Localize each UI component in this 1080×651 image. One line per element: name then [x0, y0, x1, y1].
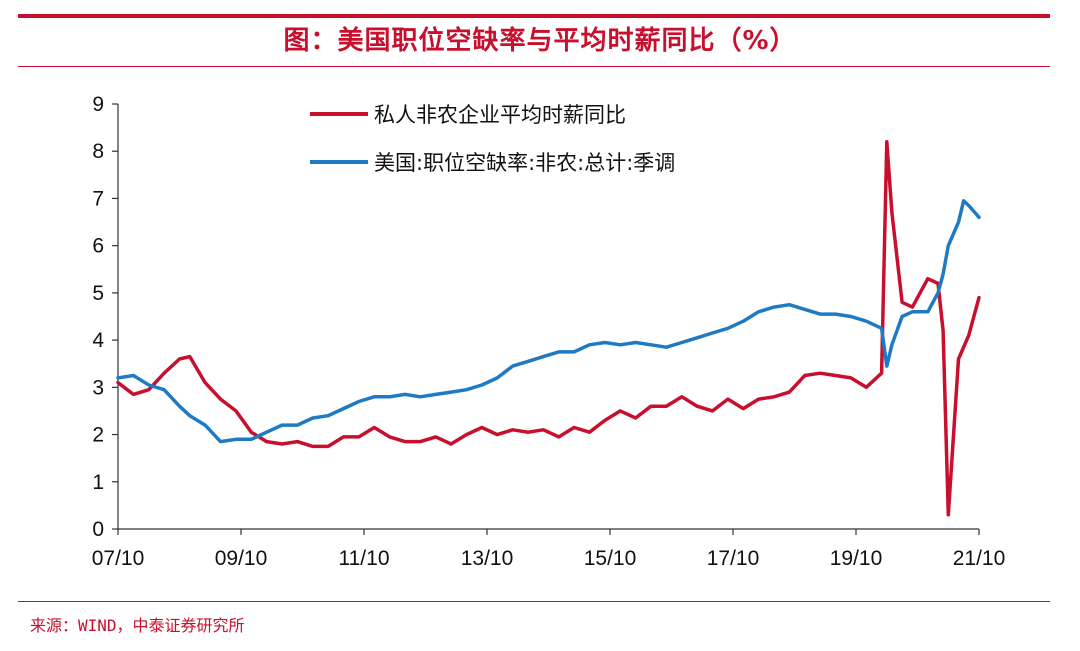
y-tick-label: 7	[92, 187, 104, 210]
x-tick-label: 11/10	[339, 547, 390, 570]
bottom-rule	[18, 601, 1050, 602]
x-tick-label: 13/10	[461, 547, 514, 570]
chart-axes: 0 1 2 3 4 5 6 7 8 9 07/10 09/10 11/10 13/10 15/10 17/10…	[92, 93, 1006, 570]
y-tick-label: 5	[92, 282, 104, 305]
y-tick-label: 8	[92, 140, 104, 163]
y-tick-label: 3	[92, 376, 104, 399]
y-tick-label: 1	[92, 471, 104, 494]
x-tick-label: 15/10	[584, 547, 637, 570]
chart-title: 图：美国职位空缺率与平均时薪同比（%）	[283, 26, 797, 56]
legend-label: 私人非农企业平均时薪同比	[374, 103, 626, 127]
y-tick-label: 2	[92, 424, 104, 447]
x-tick-label: 21/10	[953, 547, 1006, 570]
x-tick-label: 17/10	[707, 547, 760, 570]
source-note: 来源：WIND，中泰证券研究所	[30, 616, 245, 635]
job-vacancy-rate-line	[116, 199, 981, 444]
chart-lines	[116, 140, 981, 517]
y-tick-label: 4	[92, 329, 104, 352]
y-tick-label: 9	[92, 93, 104, 116]
legend-label: 美国:职位空缺率:非农:总计:季调	[374, 151, 675, 175]
title-rule	[18, 66, 1050, 67]
x-tick-label: 19/10	[830, 547, 883, 570]
x-tick-label: 07/10	[92, 547, 145, 570]
wage-growth-line	[116, 140, 981, 517]
y-tick-label: 0	[92, 518, 104, 541]
top-rule	[18, 14, 1050, 18]
y-tick-label: 6	[92, 235, 104, 258]
x-tick-label: 09/10	[215, 547, 268, 570]
line-chart: 0 1 2 3 4 5 6 7 8 9 07/10 09/10 11/10 13/10 15/10 17/10…	[92, 93, 1006, 570]
